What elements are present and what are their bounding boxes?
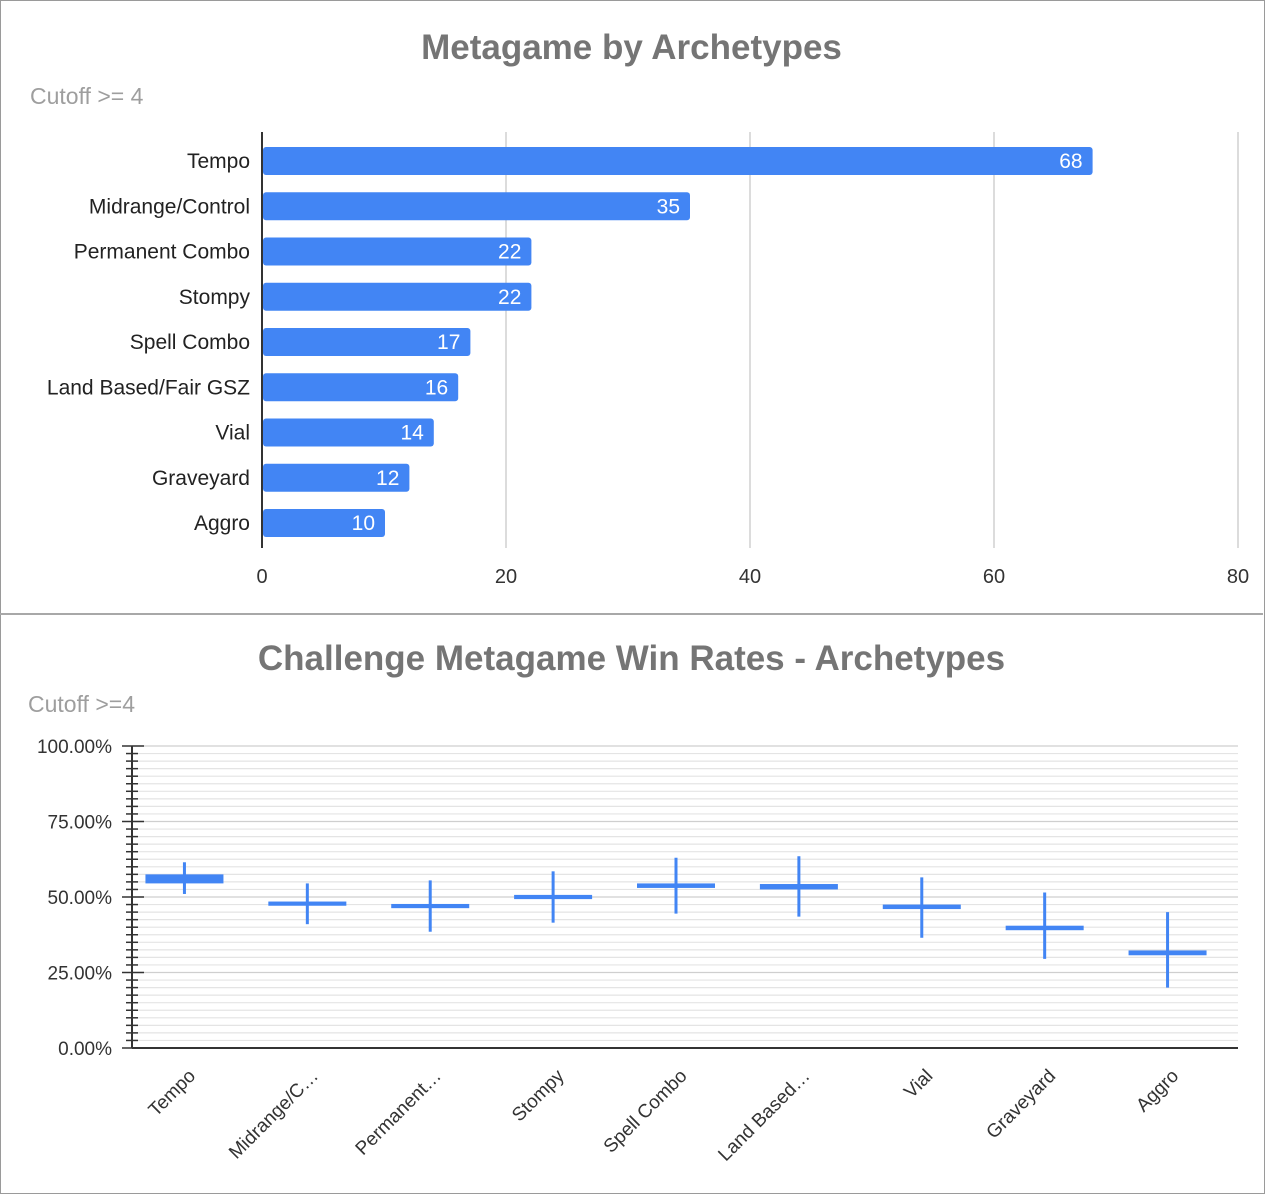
candle-body (145, 874, 224, 884)
winrate-candlestick-chart-panel: Challenge Metagame Win Rates - Archetype… (0, 615, 1263, 1192)
bar-value-label: 35 (657, 195, 680, 218)
category-label: Vial (215, 422, 250, 445)
category-label: Stompy (179, 286, 251, 309)
x-tick-label: 20 (495, 566, 517, 588)
bar-value-label: 12 (376, 467, 399, 490)
category-label: Aggro (194, 512, 250, 535)
x-category-label: Midrange/C… (225, 1066, 323, 1164)
bar-value-label: 17 (437, 331, 460, 354)
candlestick-chart-plot: 0.00% 25.00% 50.00% 75.00% 100.00% Tempo Midra… (37, 737, 1238, 1166)
candle-body (637, 883, 715, 888)
bar-value-label: 16 (425, 376, 448, 399)
bar (263, 328, 471, 356)
x-tick-label: 40 (739, 566, 761, 588)
y-tick-label: 50.00% (48, 888, 113, 909)
y-tick-label: 100.00% (37, 737, 112, 758)
x-tick-label: 60 (983, 566, 1005, 588)
candlestick-chart-subtitle: Cutoff >=4 (28, 691, 135, 717)
candlestick-chart-title: Challenge Metagame Win Rates - Archetype… (257, 639, 1006, 678)
category-label: Permanent Combo (74, 241, 250, 264)
bar-value-label: 22 (498, 286, 521, 309)
bar-value-label: 22 (498, 241, 521, 264)
metagame-bar-chart-panel: Metagame by Archetypes Cutoff >= 4 0 20 40… (30, 28, 1249, 588)
x-category-label: Stompy (508, 1065, 569, 1126)
y-tick-label: 0.00% (58, 1039, 112, 1060)
y-tick-label: 75.00% (48, 813, 113, 834)
x-category-label: Tempo (145, 1066, 200, 1121)
bar (263, 192, 690, 221)
candle-body (514, 894, 593, 900)
candle-body (391, 903, 470, 909)
bar-chart-subtitle: Cutoff >= 4 (30, 83, 144, 109)
bar-chart-title: Metagame by Archetypes (421, 28, 842, 67)
x-category-label: Aggro (1132, 1066, 1183, 1117)
bar (263, 463, 410, 492)
panel-divider (0, 613, 1263, 615)
bar-value-label: 10 (352, 512, 375, 535)
bar (263, 509, 385, 537)
candle-body (759, 884, 838, 890)
category-label: Land Based/Fair GSZ (47, 376, 250, 399)
x-category-label: Vial (900, 1066, 937, 1103)
category-label: Spell Combo (130, 331, 250, 354)
x-category-label: Permanent… (352, 1066, 446, 1160)
category-label: Graveyard (152, 467, 250, 490)
candle-body (1128, 950, 1207, 956)
candle-body (1005, 925, 1084, 931)
candle-body (882, 904, 961, 910)
x-category-label: Spell Combo (600, 1066, 692, 1158)
bar-chart-plot: 0 20 40 60 80 Tempo 68 Midrange/Control 35 Perman… (47, 132, 1249, 588)
x-category-label: Graveyard (983, 1066, 1061, 1144)
x-tick-label: 0 (256, 566, 267, 588)
bar-value-label: 68 (1059, 150, 1082, 173)
category-label: Midrange/Control (89, 195, 250, 218)
bar (263, 282, 532, 311)
candle-body (268, 901, 347, 906)
bar (263, 418, 434, 447)
x-tick-label: 80 (1227, 566, 1249, 588)
bar (263, 237, 532, 266)
x-category-label: Land Based… (714, 1066, 814, 1166)
bar (263, 373, 459, 402)
category-label: Tempo (187, 150, 250, 173)
y-tick-label: 25.00% (48, 964, 113, 985)
bar-value-label: 14 (400, 422, 424, 445)
bar (263, 147, 1093, 175)
